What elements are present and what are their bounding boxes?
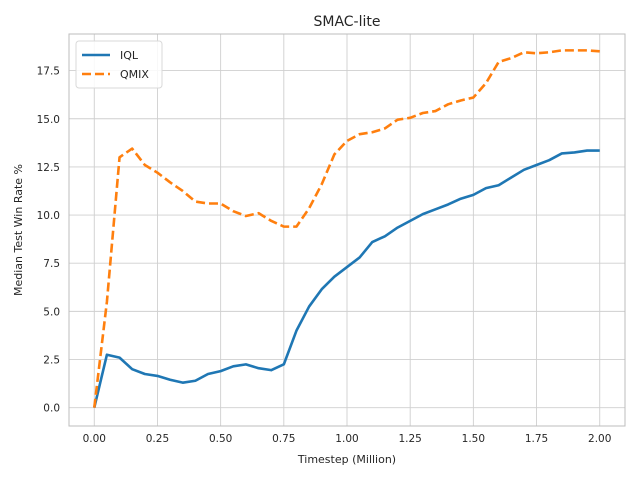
x-tick-label: 1.25 [398,433,421,445]
legend: IQL QMIX [75,40,163,89]
y-tick-label: 7.5 [43,258,60,270]
series-line-iql [93,149,600,409]
y-tick-label: 5.0 [43,306,60,318]
y-tick-label: 12.5 [37,162,60,174]
y-tick-label: 0.0 [43,403,60,415]
y-tick-label: 10.0 [37,210,60,222]
legend-box [75,40,163,89]
x-tick-label: 0.50 [209,433,232,445]
x-tick-label: 2.00 [588,433,611,445]
series-lines [92,49,600,409]
x-tick-label: 1.75 [525,433,548,445]
x-tick-label: 1.00 [335,433,358,445]
plot-area-frame [68,33,626,427]
grid-lines [69,34,625,426]
series-line-qmix [92,49,600,408]
chart-title: SMAC-lite [313,14,380,30]
x-axis-label: Timestep (Million) [297,453,396,466]
legend-label-iql: IQL [120,49,139,62]
x-tick-label: 0.00 [83,433,106,445]
x-axis-ticks: 0.00 0.25 0.50 0.75 1.00 1.25 1.50 1.75 2.00 [83,433,612,445]
y-tick-label: 17.5 [37,66,60,78]
x-tick-label: 0.25 [146,433,169,445]
x-tick-label: 1.50 [462,433,485,445]
y-tick-label: 2.5 [43,355,60,367]
y-tick-label: 15.0 [37,114,60,126]
y-axis-label: Median Test Win Rate % [12,164,25,296]
x-tick-label: 0.75 [272,433,295,445]
legend-label-qmix: QMIX [120,68,149,81]
y-axis-ticks: 0.0 2.5 5.0 7.5 10.0 12.5 15.0 17.5 [37,66,60,415]
